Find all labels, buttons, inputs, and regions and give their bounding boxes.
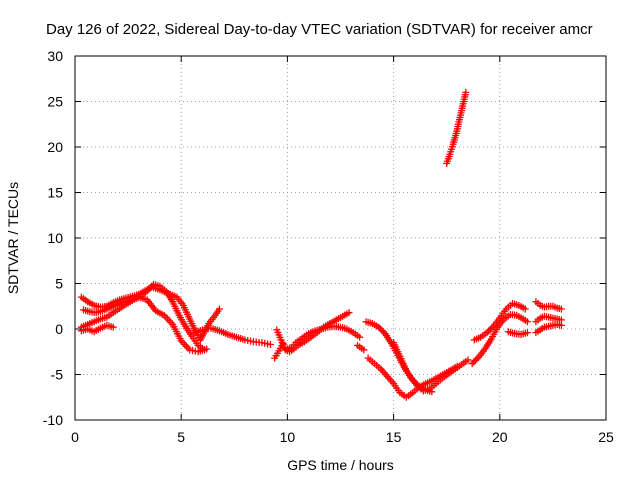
data-point: [486, 325, 494, 333]
y-tick-label: 25: [47, 94, 63, 110]
x-tick-label: 0: [71, 429, 79, 445]
series-track-i: [353, 341, 368, 354]
data-point: [412, 379, 420, 387]
series-track-m: [443, 88, 470, 167]
x-tick-label: 15: [386, 429, 402, 445]
y-tick-label: 15: [47, 185, 63, 201]
data-point: [471, 356, 479, 364]
y-tick-label: 30: [47, 48, 63, 64]
series-track-o: [468, 310, 531, 368]
data-point: [375, 323, 383, 331]
y-tick-label: 0: [55, 321, 63, 337]
series-track-r: [532, 312, 565, 326]
x-axis-label: GPS time / hours: [287, 457, 394, 473]
data-point: [410, 378, 418, 386]
data-point: [557, 305, 565, 313]
y-tick-label: 5: [55, 276, 63, 292]
data-point: [523, 318, 531, 326]
data-point: [453, 362, 461, 370]
data-point: [473, 355, 481, 363]
data-point: [143, 287, 151, 295]
x-tick-label: 20: [492, 429, 508, 445]
y-tick-label: -10: [43, 412, 63, 428]
x-tick-label: 5: [177, 429, 185, 445]
series-track-n: [470, 300, 529, 344]
data-point: [468, 360, 476, 368]
series-track-q: [532, 298, 565, 313]
y-axis-label: SDTVAR / TECUs: [5, 182, 21, 294]
data-point: [413, 381, 421, 389]
data-point: [409, 376, 417, 384]
data-point: [356, 333, 364, 341]
data-point: [470, 358, 478, 366]
series-track-a: [77, 283, 223, 344]
data-point: [485, 327, 493, 335]
series-track-d: [77, 321, 117, 336]
data-point: [428, 388, 436, 396]
data-point: [215, 305, 223, 313]
y-tick-label: 10: [47, 230, 63, 246]
data-point: [146, 284, 154, 292]
series-track-c: [77, 293, 211, 356]
data-point: [483, 329, 491, 337]
data-point: [376, 325, 384, 333]
data-point: [345, 309, 353, 317]
data-point: [462, 88, 470, 96]
chart-title: Day 126 of 2022, Sidereal Day-to-day VTE…: [46, 21, 593, 38]
data-point: [523, 329, 531, 337]
y-tick-label: -5: [51, 367, 64, 383]
series-track-l: [390, 339, 436, 396]
grid-lines: [75, 56, 606, 420]
series-track-p: [504, 328, 531, 338]
series-track-h: [271, 340, 287, 362]
data-point: [380, 328, 388, 336]
x-tick-label: 25: [598, 429, 614, 445]
series-track-e: [190, 324, 274, 348]
data-point: [378, 326, 386, 334]
data-point: [266, 340, 274, 348]
y-tick-label: 20: [47, 139, 63, 155]
series-track-s: [532, 320, 565, 337]
data-point: [109, 323, 117, 331]
data-point: [464, 356, 472, 364]
data-point: [148, 282, 156, 290]
data-points: [77, 88, 565, 401]
data-point: [360, 346, 368, 354]
data-point: [521, 305, 529, 313]
data-point: [279, 340, 287, 348]
data-point: [488, 324, 496, 332]
data-point: [557, 321, 565, 329]
data-point: [145, 285, 153, 293]
x-tick-label: 10: [280, 429, 296, 445]
axis-ticks: 0 5 10 15 20 25 -10 -5 0 5 10 15 20 25 30: [43, 48, 614, 445]
data-point: [203, 345, 211, 353]
series-track-g: [283, 322, 364, 353]
plot-frame: [74, 55, 607, 421]
